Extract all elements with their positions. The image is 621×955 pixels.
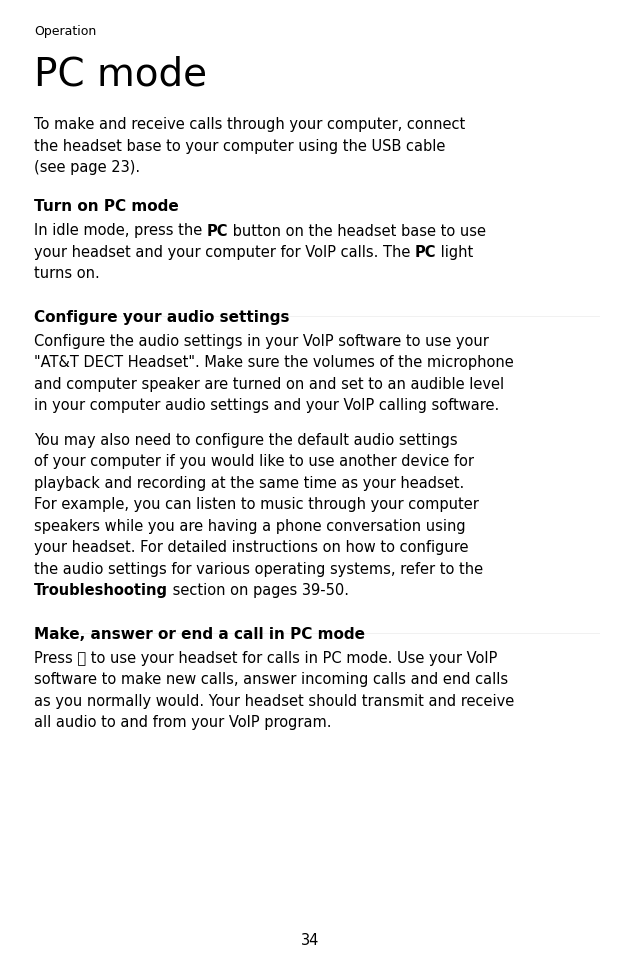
Text: light: light [437, 245, 474, 260]
Text: turns on.: turns on. [34, 266, 100, 282]
Text: To make and receive calls through your computer, connect: To make and receive calls through your c… [34, 117, 465, 132]
Text: of your computer if you would like to use another device for: of your computer if you would like to us… [34, 455, 474, 470]
Text: You may also need to configure the default audio settings: You may also need to configure the defau… [34, 433, 458, 448]
Text: section on pages 39-50.: section on pages 39-50. [168, 584, 349, 599]
Text: your headset. For detailed instructions on how to configure: your headset. For detailed instructions … [34, 541, 468, 556]
Text: PC mode: PC mode [34, 55, 207, 93]
Text: PC: PC [415, 245, 437, 260]
Text: playback and recording at the same time as your headset.: playback and recording at the same time … [34, 476, 465, 491]
Text: as you normally would. Your headset should transmit and receive: as you normally would. Your headset shou… [34, 694, 514, 709]
Text: the headset base to your computer using the USB cable: the headset base to your computer using … [34, 138, 445, 154]
Text: PC: PC [207, 223, 229, 239]
Text: Press ⏻ to use your headset for calls in PC mode. Use your VoIP: Press ⏻ to use your headset for calls in… [34, 651, 497, 666]
Text: Make, answer or end a call in PC mode: Make, answer or end a call in PC mode [34, 627, 365, 642]
Text: speakers while you are having a phone conversation using: speakers while you are having a phone co… [34, 519, 466, 534]
Text: "AT&T DECT Headset". Make sure the volumes of the microphone: "AT&T DECT Headset". Make sure the volum… [34, 355, 514, 371]
Text: software to make new calls, answer incoming calls and end calls: software to make new calls, answer incom… [34, 672, 508, 688]
Text: Configure your audio settings: Configure your audio settings [34, 310, 289, 325]
Text: and computer speaker are turned on and set to an audible level: and computer speaker are turned on and s… [34, 377, 504, 392]
Text: 34: 34 [301, 933, 320, 948]
Text: the audio settings for various operating systems, refer to the: the audio settings for various operating… [34, 562, 483, 577]
Text: For example, you can listen to music through your computer: For example, you can listen to music thr… [34, 498, 479, 513]
Text: in your computer audio settings and your VoIP calling software.: in your computer audio settings and your… [34, 398, 499, 414]
Text: your headset and your computer for VoIP calls. The: your headset and your computer for VoIP … [34, 245, 415, 260]
Text: Turn on PC mode: Turn on PC mode [34, 200, 179, 215]
Text: button on the headset base to use: button on the headset base to use [229, 223, 486, 239]
Text: Operation: Operation [34, 25, 96, 38]
Text: (see page 23).: (see page 23). [34, 160, 140, 175]
Text: Troubleshooting: Troubleshooting [34, 584, 168, 599]
Text: Configure the audio settings in your VoIP software to use your: Configure the audio settings in your VoI… [34, 334, 489, 349]
Text: In idle mode, press the: In idle mode, press the [34, 223, 207, 239]
Text: all audio to and from your VoIP program.: all audio to and from your VoIP program. [34, 715, 332, 731]
